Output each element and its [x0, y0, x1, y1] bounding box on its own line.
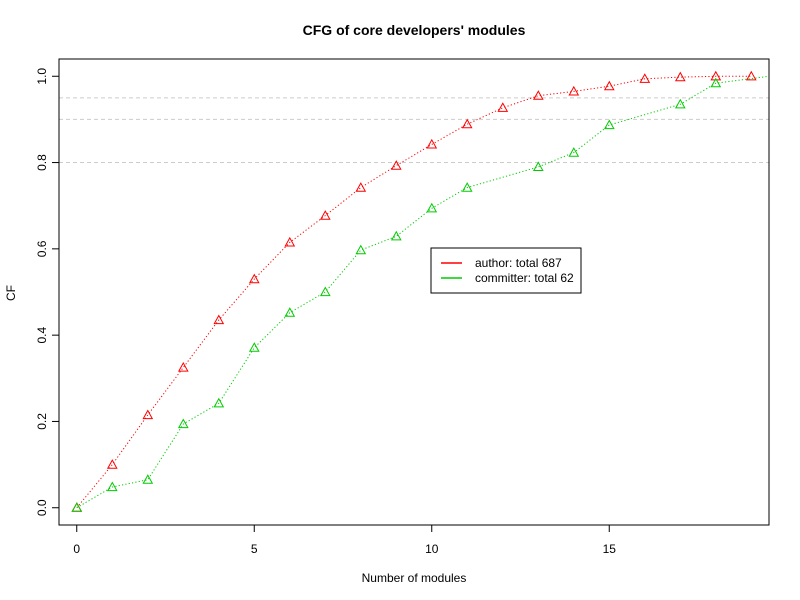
data-point-series-0: [248, 273, 260, 284]
data-point-series-0: [355, 182, 367, 192]
data-point-series-1: [284, 307, 296, 317]
series-layer: [71, 70, 770, 512]
data-point-series-0: [390, 160, 402, 170]
data-point-series-1: [390, 230, 402, 241]
data-point-series-1: [71, 502, 83, 512]
legend: author: total 687 committer: total 62: [430, 247, 582, 294]
data-point-series-1: [426, 202, 438, 213]
data-point-series-1: [106, 481, 118, 492]
data-point-series-1: [355, 244, 367, 255]
x-tick-label: 0: [73, 542, 80, 556]
data-point-series-1: [568, 147, 580, 157]
data-point-series-0: [106, 459, 118, 469]
y-tick-label: 1.0: [35, 68, 49, 85]
x-axis-label: Number of modules: [362, 571, 467, 585]
y-tick-label: 0.2: [35, 413, 49, 430]
data-point-series-0: [284, 236, 296, 247]
data-point-series-0: [177, 361, 189, 372]
plot-frame: [58, 58, 770, 526]
y-axis-label: CF: [4, 285, 18, 301]
x-tick-label: 10: [425, 542, 439, 556]
legend-box: [430, 247, 582, 294]
data-point-series-0: [142, 409, 154, 420]
data-point-series-0: [674, 71, 686, 82]
y-tick-label: 0.6: [35, 240, 49, 257]
legend-label-committer: committer: total 62: [475, 271, 574, 285]
data-point-series-1: [177, 418, 189, 429]
data-point-series-0: [497, 102, 509, 112]
data-point-series-1: [142, 474, 154, 484]
y-tick-label: 0.8: [35, 154, 49, 171]
legend-label-author: author: total 687: [475, 256, 562, 270]
data-point-series-0: [745, 70, 757, 81]
y-tick-label: 0.4: [35, 326, 49, 343]
data-point-series-1: [461, 182, 473, 192]
data-point-series-0: [710, 70, 722, 81]
data-point-series-0: [532, 90, 544, 100]
reference-lines: [59, 97, 769, 164]
data-point-series-1: [532, 161, 544, 171]
data-point-series-0: [426, 138, 438, 149]
data-point-series-0: [461, 118, 473, 129]
chart-title: CFG of core developers' modules: [303, 22, 526, 38]
data-point-series-1: [213, 397, 225, 408]
data-point-series-1: [710, 77, 722, 88]
x-tick-label: 15: [603, 542, 617, 556]
y-tick-label: 0.0: [35, 499, 49, 516]
data-point-series-0: [213, 314, 225, 325]
x-tick-label: 5: [251, 542, 258, 556]
data-point-series-1: [603, 119, 615, 130]
series-line-1: [76, 75, 770, 509]
data-point-series-1: [674, 98, 686, 109]
data-point-series-1: [319, 286, 331, 297]
data-point-series-0: [639, 73, 651, 83]
data-point-series-0: [603, 80, 615, 91]
data-point-series-0: [568, 85, 580, 96]
data-point-series-1: [248, 342, 260, 352]
data-point-series-0: [319, 210, 331, 220]
